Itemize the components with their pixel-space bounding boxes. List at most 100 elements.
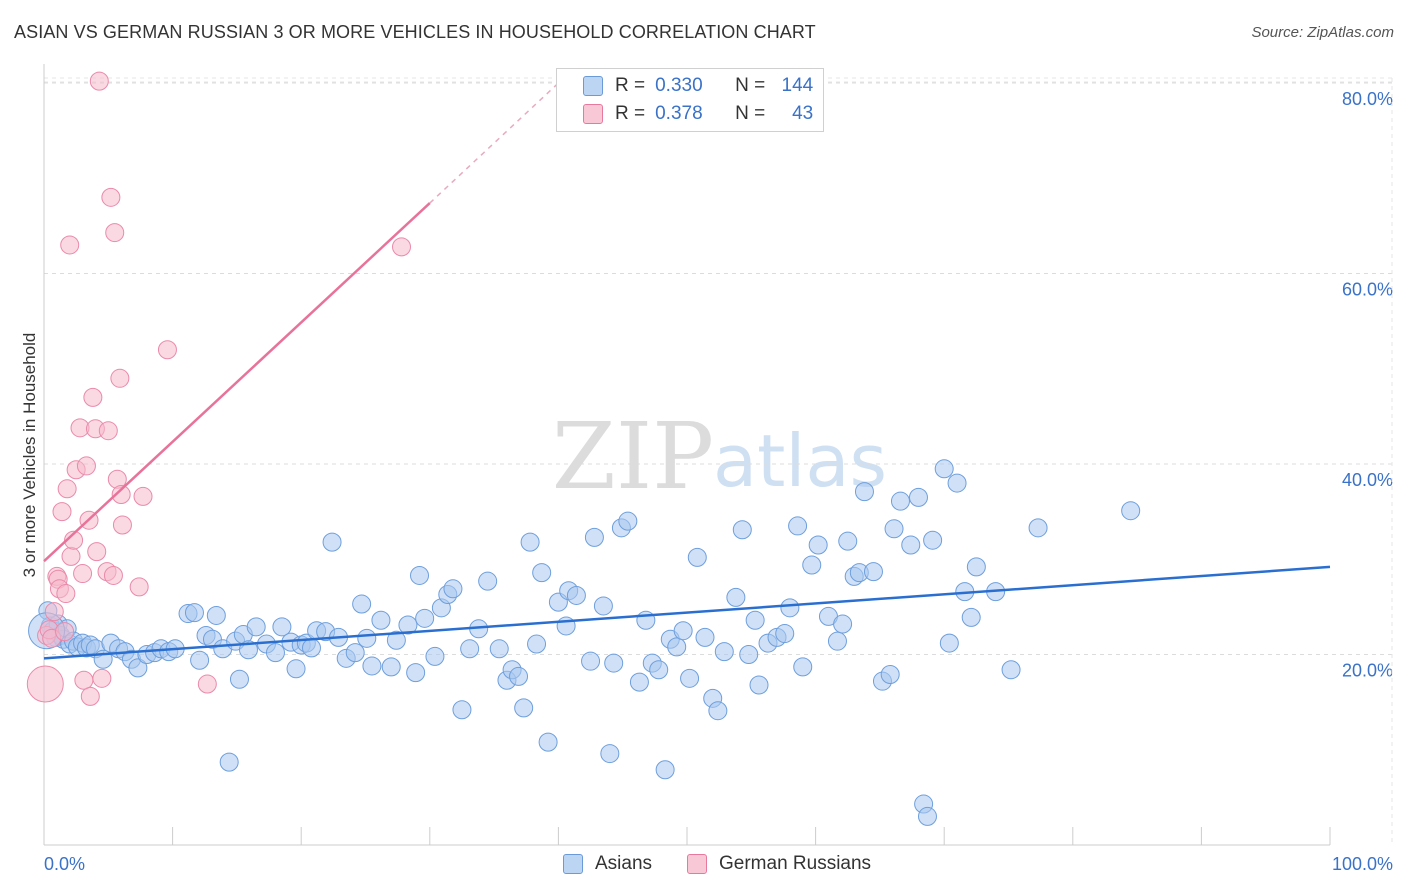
bottom-legend-swatch-german-russians [687,854,707,874]
x-tick-label: 100.0% [1332,854,1393,874]
legend-n-value: 144 [781,75,814,96]
asian-point [584,527,604,547]
source-label: Source: ZipAtlas.com [1251,24,1394,41]
legend-r-label: R = [615,103,646,124]
asian-point [206,605,226,625]
asian-point [425,646,445,666]
asian-point [489,639,509,659]
asian-point [301,638,321,658]
asian-point [443,579,463,599]
german-russian-point [60,235,80,255]
asian-point [854,482,874,502]
y-tick-label: 80.0% [1342,89,1393,109]
asian-point [527,634,547,654]
asian-point [901,535,921,555]
asian-point [655,760,675,780]
legend-swatch-german-russians [583,104,603,124]
german-russians-trend-line [43,202,431,563]
asian-point [406,663,426,683]
german-russian-point [103,565,123,585]
asian-point [532,563,552,583]
asian-point [802,555,822,575]
asian-point [190,650,210,670]
asian-point [745,610,765,630]
bottom-legend-label-asians: Asians [595,853,653,874]
asian-point [780,598,800,618]
y-tick-label: 20.0% [1342,661,1393,681]
asian-point [520,532,540,552]
asian-point [219,752,239,772]
asian-point [272,617,292,637]
asian-point [410,565,430,585]
y-tick-label: 40.0% [1342,470,1393,490]
asian-point [229,669,249,689]
asian-point [880,665,900,685]
german-russian-point [61,546,81,566]
asian-point [939,633,959,653]
asian-point [775,624,795,644]
asian-point [629,672,649,692]
asian-point [1001,660,1021,680]
legend-n-label: N = [735,103,766,124]
asian-point [947,473,967,493]
asian-point [460,639,480,659]
german-russian-point [392,237,412,257]
german-russian-point [89,71,109,91]
asian-point [478,571,498,591]
asian-point [934,459,954,479]
asian-point [604,653,624,673]
asian-point [345,643,365,663]
asian-point [357,628,377,648]
german-russian-point [52,502,72,522]
german-russian-point [56,584,76,604]
asian-point [908,487,928,507]
asian-point [827,631,847,651]
asian-point [566,585,586,605]
legend-r-value: 0.378 [655,103,703,124]
german-russian-point [110,368,130,388]
asian-point [680,668,700,688]
asian-point [890,491,910,511]
german-russian-point [57,479,77,499]
asian-point [833,614,853,634]
asian-point [618,511,638,531]
german-russian-point [44,602,64,622]
asian-point [714,642,734,662]
asian-point [808,535,828,555]
watermark-zip: ZIP [552,403,714,510]
asian-point [322,532,342,552]
chart-title: ASIAN VS GERMAN RUSSIAN 3 OR MORE VEHICL… [14,22,816,42]
asian-point [726,587,746,607]
german-russian-point [73,564,93,584]
asian-point [667,637,687,657]
asian-point [788,516,808,536]
asian-point [381,657,401,677]
legend-row-asians: R = 0.330 N = 144 [583,74,813,98]
asian-point [793,657,813,677]
asian-point [673,621,693,641]
german-russian-point [74,670,94,690]
german-russian-point [98,421,118,441]
asian-point [966,557,986,577]
german-russian-point [76,456,96,476]
asians-trend-line [43,565,1331,660]
asian-point [452,700,472,720]
german-russian-point [111,485,131,505]
asian-point [838,531,858,551]
asian-point [1028,518,1048,538]
asian-point [695,627,715,647]
german-russian-point [64,530,84,550]
asian-point [708,701,728,721]
asian-point [386,630,406,650]
german-russian-point [83,387,103,407]
asian-point [687,547,707,567]
asian-point [739,645,759,665]
german-russian-point [105,223,125,243]
german-russian-point [92,668,112,688]
asian-point [863,562,883,582]
legend-n-value: 43 [792,103,814,124]
asian-point [184,603,204,623]
bottom-legend-german-russians: German Russians [687,851,871,877]
german-russian-point [157,340,177,360]
legend-row-german-russians: R = 0.378 N = 43 [583,102,813,126]
